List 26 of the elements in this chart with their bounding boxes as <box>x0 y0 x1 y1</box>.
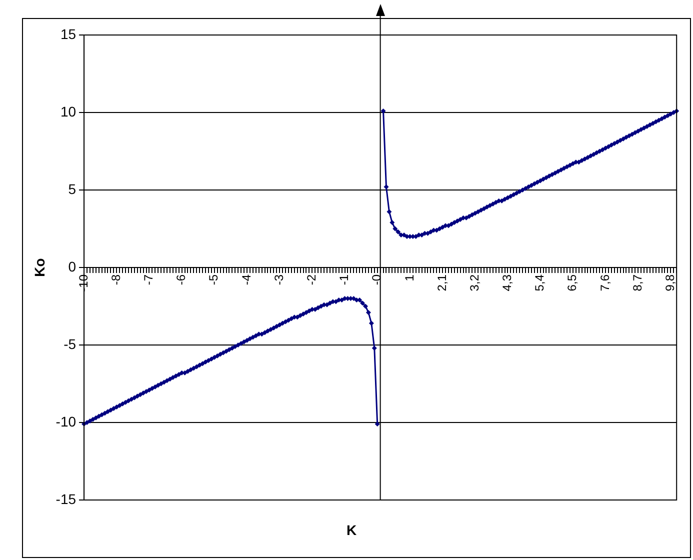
x-tick-label: 6,5 <box>565 274 580 292</box>
x-tick-label: 1 <box>402 274 416 282</box>
x-tick-label: -3 <box>272 274 286 286</box>
y-tick-label: 15 <box>60 26 76 42</box>
x-tick-label: 8,7 <box>630 274 644 292</box>
x-tick-label: -2 <box>304 274 318 286</box>
y-tick-label: 0 <box>68 258 76 274</box>
y-tick-label: 10 <box>60 103 76 120</box>
x-tick-label: -4 <box>239 274 254 286</box>
x-tick-label: 2,1 <box>434 274 449 292</box>
x-tick-label: 9,8 <box>662 274 677 292</box>
x-tick-label: 4,3 <box>500 274 514 292</box>
y-tick-label: 5 <box>68 180 76 197</box>
x-tick-label: 7,6 <box>598 274 612 292</box>
x-tick-label: -7 <box>142 274 156 286</box>
x-tick-label: -8 <box>108 274 123 286</box>
y-tick-label: -5 <box>64 336 76 352</box>
y-tick-label: -15 <box>56 490 76 507</box>
x-tick-label: 5,4 <box>532 274 547 292</box>
x-tick-label: -1 <box>337 274 352 286</box>
x-tick-label: -5 <box>206 274 221 286</box>
y-axis-title: Ko <box>31 258 48 277</box>
x-tick-label: -6 <box>174 274 188 286</box>
x-tick-label: 3,2 <box>467 274 482 292</box>
x-axis-title: K <box>345 522 358 538</box>
y-tick-label: -10 <box>56 413 76 430</box>
